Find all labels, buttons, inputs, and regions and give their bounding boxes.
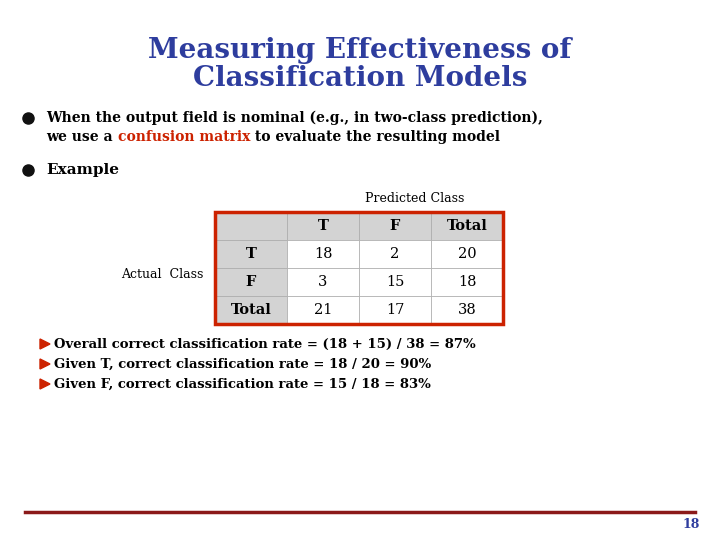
Text: 17: 17 bbox=[386, 303, 404, 317]
Text: 18: 18 bbox=[314, 247, 332, 261]
Text: Example: Example bbox=[46, 163, 119, 177]
Bar bbox=[431, 296, 503, 324]
Text: T: T bbox=[246, 247, 256, 261]
Bar bbox=[287, 268, 359, 296]
Text: 18: 18 bbox=[683, 518, 700, 531]
Text: Given F, correct classification rate = 15 / 18 = 83%: Given F, correct classification rate = 1… bbox=[54, 377, 431, 390]
Bar bbox=[287, 240, 359, 268]
Bar bbox=[215, 240, 287, 268]
Bar bbox=[287, 212, 359, 240]
Polygon shape bbox=[40, 359, 50, 369]
Text: 3: 3 bbox=[318, 275, 328, 289]
Text: we use a: we use a bbox=[46, 130, 117, 144]
Text: T: T bbox=[318, 219, 328, 233]
Text: 21: 21 bbox=[314, 303, 332, 317]
Text: Classification Models: Classification Models bbox=[193, 64, 527, 91]
Polygon shape bbox=[40, 339, 50, 349]
Bar bbox=[431, 268, 503, 296]
Text: to evaluate the resulting model: to evaluate the resulting model bbox=[250, 130, 500, 144]
Bar bbox=[215, 212, 503, 324]
Text: 15: 15 bbox=[386, 275, 404, 289]
Bar bbox=[359, 296, 431, 324]
Text: When the output field is nominal (e.g., in two-class prediction),: When the output field is nominal (e.g., … bbox=[46, 111, 543, 125]
Bar bbox=[215, 296, 287, 324]
Text: 20: 20 bbox=[458, 247, 477, 261]
Text: Total: Total bbox=[230, 303, 271, 317]
Bar bbox=[431, 212, 503, 240]
Text: Predicted Class: Predicted Class bbox=[365, 192, 464, 205]
Bar bbox=[287, 296, 359, 324]
Polygon shape bbox=[40, 379, 50, 389]
Text: 18: 18 bbox=[458, 275, 476, 289]
Text: confusion matrix: confusion matrix bbox=[117, 130, 250, 144]
Text: 2: 2 bbox=[390, 247, 400, 261]
Bar bbox=[359, 240, 431, 268]
Bar bbox=[215, 212, 287, 240]
Text: F: F bbox=[246, 275, 256, 289]
Text: Total: Total bbox=[446, 219, 487, 233]
Bar bbox=[359, 268, 431, 296]
Text: Overall correct classification rate = (18 + 15) / 38 = 87%: Overall correct classification rate = (1… bbox=[54, 338, 476, 350]
Text: 38: 38 bbox=[458, 303, 477, 317]
Text: Measuring Effectiveness of: Measuring Effectiveness of bbox=[148, 37, 572, 64]
Text: Actual  Class: Actual Class bbox=[121, 268, 203, 281]
Bar bbox=[215, 268, 287, 296]
Bar bbox=[431, 240, 503, 268]
Text: Given T, correct classification rate = 18 / 20 = 90%: Given T, correct classification rate = 1… bbox=[54, 357, 431, 370]
Bar bbox=[359, 212, 431, 240]
Text: F: F bbox=[390, 219, 400, 233]
